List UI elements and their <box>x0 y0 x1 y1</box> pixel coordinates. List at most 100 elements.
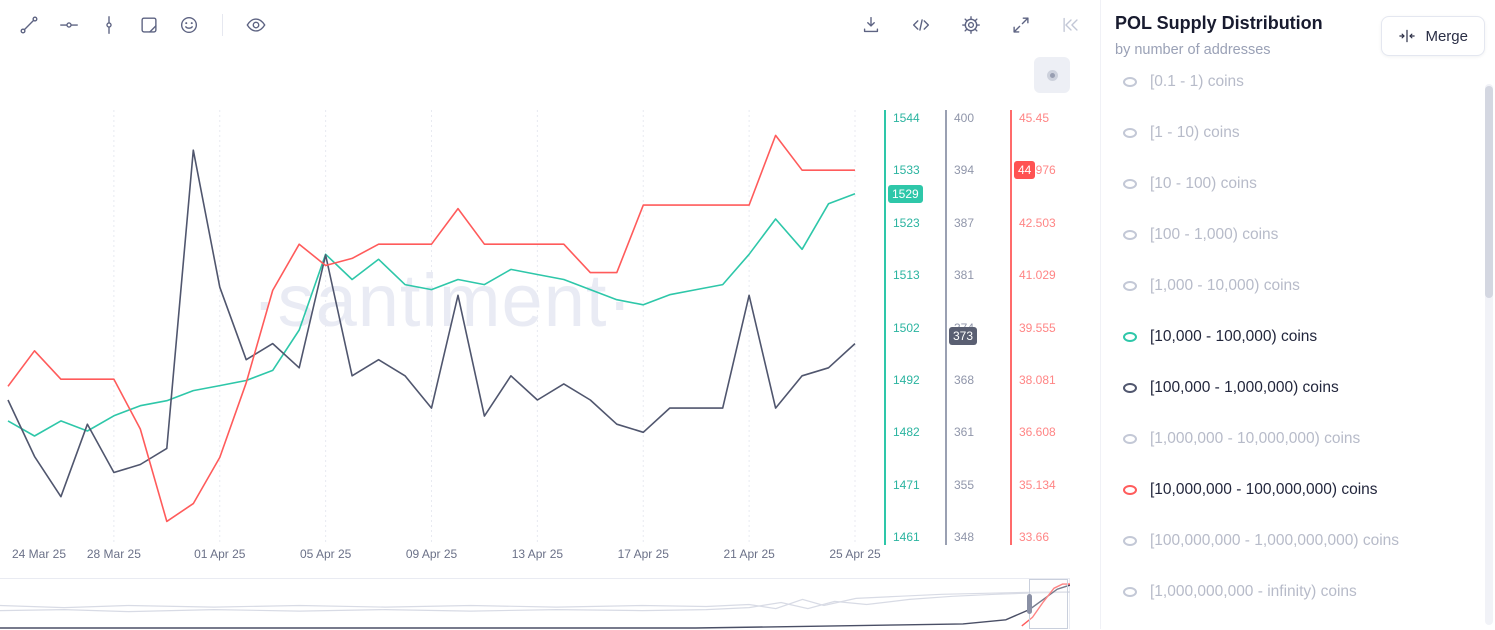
legend-item-label: [100,000 - 1,000,000) coins <box>1150 378 1339 396</box>
legend-item[interactable]: [10,000 - 100,000) coins <box>1101 311 1481 362</box>
x-axis-label: 25 Apr 25 <box>829 547 881 561</box>
note-tool-button[interactable] <box>132 8 166 42</box>
series-circle-icon <box>1123 484 1137 495</box>
visibility-button[interactable] <box>239 8 273 42</box>
code-icon <box>912 19 930 31</box>
legend-item-label: [1,000,000,000 - infinity) coins <box>1150 582 1357 600</box>
merge-button-label: Merge <box>1425 27 1468 45</box>
panel-scrollbar[interactable] <box>1485 84 1493 625</box>
panel-scrollbar-thumb[interactable] <box>1485 86 1493 298</box>
y-axis-tick: 1523 <box>893 215 920 230</box>
embed-code-button[interactable] <box>904 8 938 42</box>
y-axis-tick: 1502 <box>893 320 920 335</box>
current-value-badge: 1529 <box>888 184 923 203</box>
collapse-panel-button[interactable] <box>1054 8 1088 42</box>
y-axis-tick: 1461 <box>893 530 920 544</box>
legend-item[interactable]: [1,000,000,000 - infinity) coins <box>1101 566 1481 617</box>
legend-item[interactable]: [1 - 10) coins <box>1101 107 1481 158</box>
current-value-badge: 44 <box>1014 161 1036 180</box>
emoji-tool-button[interactable] <box>172 8 206 42</box>
legend-item-label: [10,000,000 - 100,000,000) coins <box>1150 480 1378 498</box>
horizontal-line-tool-button[interactable] <box>52 8 86 42</box>
legend-item[interactable]: [0.1 - 1) coins <box>1101 70 1481 107</box>
y-axis-2: 45.45 43.976 42.503 41.029 39.555 38.081 36.60… <box>1010 110 1074 545</box>
series-circle-icon <box>1123 382 1137 393</box>
series-circle-icon <box>1123 331 1137 342</box>
trend-line-tool-button[interactable] <box>12 8 46 42</box>
y-axis-tick: 38.081 <box>1019 372 1056 387</box>
navigator-preview-chart <box>0 583 1070 629</box>
y-axis-tick: 1513 <box>893 268 920 283</box>
y-axis-tick: 42.503 <box>1019 215 1056 230</box>
navigator-selection[interactable] <box>1027 579 1068 629</box>
y-axis-line <box>884 110 886 545</box>
legend-item[interactable]: [100,000 - 1,000,000) coins <box>1101 362 1481 413</box>
y-axis-tick: 41.029 <box>1019 268 1056 283</box>
merge-button[interactable]: Merge <box>1381 16 1485 56</box>
download-button[interactable] <box>854 8 888 42</box>
x-axis-label: 13 Apr 25 <box>511 547 564 561</box>
metrics-panel: POL Supply Distribution by number of add… <box>1100 0 1495 629</box>
y-axis-tick: 394 <box>954 163 975 178</box>
vertical-line-tool-button[interactable] <box>92 8 126 42</box>
legend-item[interactable]: [100,000,000 - 1,000,000,000) coins <box>1101 515 1481 566</box>
toolbar-divider <box>222 14 223 36</box>
download-icon <box>863 16 879 33</box>
nav-line-0 <box>0 591 1070 610</box>
legend-item[interactable]: [10 - 100) coins <box>1101 158 1481 209</box>
note-icon <box>141 17 157 33</box>
settings-button[interactable] <box>954 8 988 42</box>
x-axis-label: 28 Mar 25 <box>86 547 141 561</box>
chart-section: ·santiment· 24 Mar 25 28 Mar 25 01 Apr 25 0… <box>0 8 1088 629</box>
timeline-navigator[interactable] <box>0 578 1070 629</box>
x-axis-label: 09 Apr 25 <box>405 547 458 561</box>
x-axis-label: 01 Apr 25 <box>194 547 246 561</box>
series-circle-icon <box>1123 535 1137 546</box>
y-axis-line <box>945 110 947 545</box>
current-value-badge: 373 <box>949 326 978 345</box>
legend-item-label: [1 - 10) coins <box>1150 123 1240 141</box>
legend-item[interactable]: [10,000,000 - 100,000,000) coins <box>1101 464 1481 515</box>
y-axis-tick: 361 <box>954 425 975 440</box>
fullscreen-button[interactable] <box>1004 8 1038 42</box>
series-line-2 <box>7 134 855 523</box>
legend-item[interactable]: [1,000 - 10,000) coins <box>1101 260 1481 311</box>
navigator-selection-handle[interactable] <box>1027 594 1033 614</box>
y-axis-tick: 355 <box>954 477 975 492</box>
y-axis-tick: 45.45 <box>1019 111 1050 125</box>
legend-item[interactable]: [100 - 1,000) coins <box>1101 209 1481 260</box>
legend-item-label: [10,000 - 100,000) coins <box>1150 327 1318 345</box>
series-circle-icon <box>1123 433 1137 444</box>
legend-item-label: [0.1 - 1) coins <box>1150 72 1244 90</box>
eye-icon <box>246 18 266 32</box>
fullscreen-icon <box>1013 17 1029 33</box>
legend-item[interactable]: [1,000,000 - 10,000,000) coins <box>1101 413 1481 464</box>
y-axis-line <box>1010 110 1012 545</box>
toolbar-left-group <box>12 8 273 42</box>
emoji-icon <box>180 16 198 34</box>
dot-marker-toggle-button[interactable] <box>1034 57 1070 93</box>
legend-item-label: [100 - 1,000) coins <box>1150 225 1279 243</box>
legend-item-label: [1,000,000 - 10,000,000) coins <box>1150 429 1361 447</box>
panel-title: POL Supply Distribution <box>1115 13 1323 33</box>
series-circle-icon <box>1123 127 1137 138</box>
y-axis-tick: 1544 <box>893 111 920 125</box>
x-axis-label: 21 Apr 25 <box>723 547 775 561</box>
panel-subtitle: by number of addresses <box>1115 42 1271 58</box>
main-chart-plot[interactable] <box>5 110 880 545</box>
legend-item-label: [100,000,000 - 1,000,000,000) coins <box>1150 531 1400 549</box>
collapse-panel-icon <box>1063 17 1078 33</box>
vertical-line-icon <box>106 16 112 34</box>
series-circle-icon <box>1123 229 1137 240</box>
nav-line-3 <box>1021 583 1070 627</box>
series-circle-icon <box>1123 586 1137 597</box>
y-axis-tick: 36.608 <box>1019 425 1056 440</box>
series-line-1 <box>7 149 856 498</box>
x-axis: 24 Mar 25 28 Mar 25 01 Apr 25 05 Apr 25 09 A… <box>5 547 885 563</box>
y-axis-tick: 39.555 <box>1019 320 1056 335</box>
series-circle-icon <box>1123 280 1137 291</box>
panel-header: POL Supply Distribution by number of add… <box>1101 0 1495 70</box>
nav-line-1 <box>0 591 1070 613</box>
y-axis-tick: 400 <box>954 111 975 125</box>
